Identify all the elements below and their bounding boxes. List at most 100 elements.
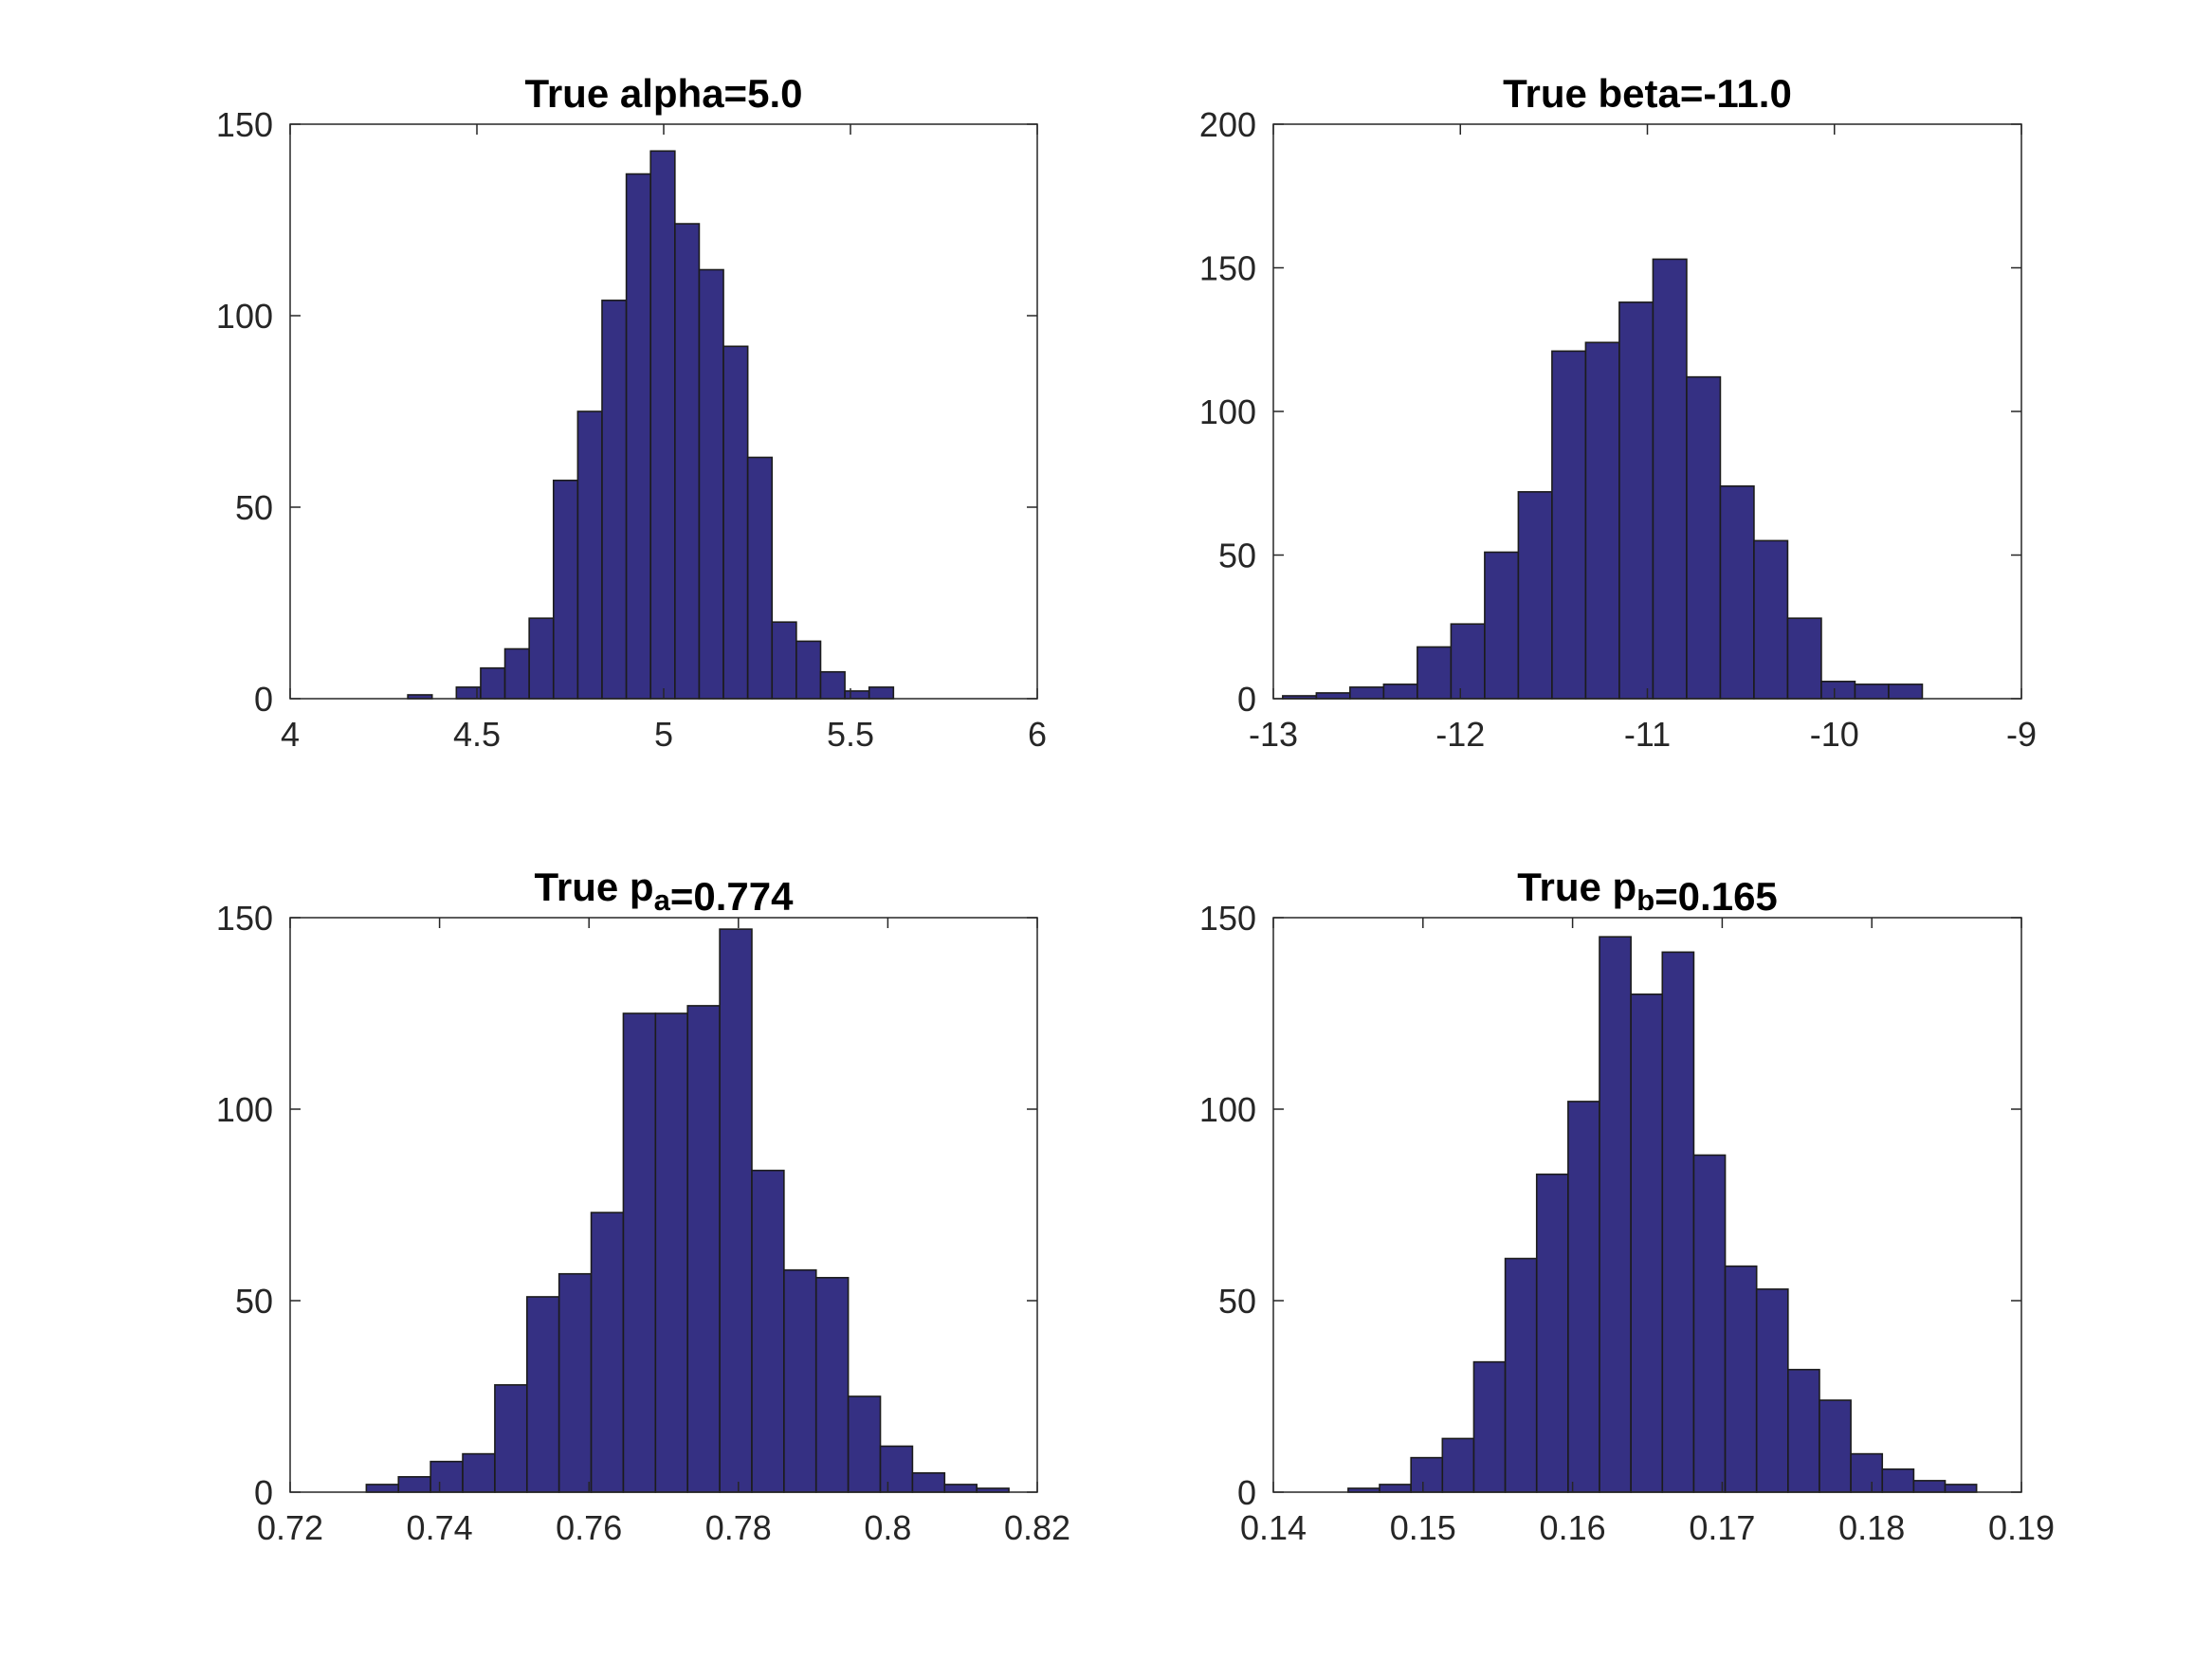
y-tick-label: 50 — [235, 1282, 273, 1321]
histogram-bar — [719, 928, 753, 1493]
histogram-bar — [1881, 1468, 1915, 1493]
histogram-bars — [407, 150, 895, 700]
histogram-bar — [1584, 341, 1620, 700]
histogram-bar — [814, 1276, 850, 1493]
x-tick-label: -10 — [1810, 715, 1859, 754]
histogram-bar — [1753, 539, 1789, 700]
histogram-bar — [1349, 686, 1385, 700]
x-tick-label: 0.15 — [1390, 1508, 1456, 1547]
histogram-bar — [686, 1005, 721, 1493]
x-tick-label: 0.18 — [1838, 1508, 1905, 1547]
histogram-bar — [1441, 1437, 1475, 1493]
histogram-bar — [1484, 551, 1520, 700]
x-tick-label: 4.5 — [453, 715, 501, 754]
histogram-bar — [528, 617, 555, 700]
histogram-bar — [601, 300, 628, 700]
y-tick-label: 0 — [254, 680, 273, 719]
histogram-bar — [503, 647, 530, 700]
axes-box — [1272, 917, 2022, 1493]
y-tick-label: 100 — [1199, 392, 1256, 431]
histogram-bars — [365, 928, 1010, 1493]
chart-title: True pb=0.165 — [1517, 865, 1778, 919]
histogram-bar — [722, 345, 749, 700]
title-subscript: a — [654, 884, 671, 917]
histogram-bar — [1850, 1452, 1884, 1493]
histogram-bar — [1504, 1257, 1538, 1493]
title-part: True p — [1517, 865, 1636, 909]
histogram-bar — [1450, 623, 1486, 700]
histogram-bar — [1315, 692, 1351, 700]
histogram-bar — [1944, 1484, 1978, 1493]
x-tick-label: 4 — [281, 715, 300, 754]
histogram-bar — [576, 410, 603, 700]
x-tick-label: 0.74 — [407, 1508, 473, 1547]
y-tick-label: 0 — [254, 1473, 273, 1512]
histogram-bar — [480, 666, 506, 700]
x-tick-label: 0.76 — [556, 1508, 622, 1547]
x-tick-label: 6 — [1028, 715, 1047, 754]
axes-box — [289, 917, 1038, 1493]
histogram-bar — [783, 1268, 817, 1493]
histogram-bar — [1686, 375, 1722, 700]
histogram-bar — [1661, 951, 1695, 1493]
histogram-bar — [1787, 1368, 1820, 1493]
histogram-bar — [1819, 1399, 1852, 1493]
histogram-bar — [1618, 301, 1654, 700]
histogram-bar — [1888, 684, 1924, 700]
title-part: True alpha=5.0 — [525, 71, 803, 116]
x-tick-label: 0.82 — [1004, 1508, 1070, 1547]
histogram-bar — [552, 479, 579, 700]
histogram-bar — [1379, 1484, 1412, 1493]
histogram-bar — [649, 150, 676, 700]
histogram-bars — [1282, 258, 1924, 700]
y-tick-label: 50 — [235, 488, 273, 527]
histogram-bar — [1517, 491, 1553, 700]
y-tick-label: 150 — [216, 105, 273, 144]
y-tick-label: 100 — [216, 1090, 273, 1129]
x-tick-label: -13 — [1249, 715, 1298, 754]
histogram-bar — [698, 268, 724, 700]
histogram-bar — [795, 640, 822, 700]
chart-title: True beta=-11.0 — [1503, 71, 1792, 116]
title-subscript: b — [1636, 884, 1654, 917]
histogram-bar — [654, 1012, 689, 1493]
histogram-bar — [1755, 1288, 1789, 1493]
y-tick-label: 150 — [1199, 899, 1256, 938]
y-tick-label: 0 — [1237, 680, 1256, 719]
histogram-bar — [1599, 936, 1632, 1493]
histogram-bar — [1630, 994, 1664, 1493]
histogram-bar — [1417, 646, 1453, 700]
histogram-bar — [1724, 1265, 1758, 1493]
histogram-bar — [430, 1460, 464, 1493]
x-tick-label: 0.8 — [864, 1508, 911, 1547]
histogram-bar — [911, 1472, 946, 1493]
x-tick-label: 5.5 — [827, 715, 874, 754]
y-tick-label: 200 — [1199, 105, 1256, 144]
y-tick-label: 100 — [216, 297, 273, 336]
chart-title: True pa=0.774 — [535, 865, 795, 919]
x-tick-label: 0.17 — [1689, 1508, 1755, 1547]
y-tick-label: 100 — [1199, 1090, 1256, 1129]
y-tick-label: 50 — [1218, 1282, 1256, 1321]
histogram-bar — [674, 223, 701, 700]
histogram-bar — [943, 1484, 978, 1493]
title-part: =0.774 — [670, 874, 794, 919]
histogram-bar — [558, 1272, 593, 1493]
x-tick-label: -12 — [1435, 715, 1485, 754]
histogram-bar — [746, 456, 774, 700]
histogram-bar — [751, 1169, 785, 1493]
y-tick-label: 50 — [1218, 537, 1256, 575]
histogram-bar — [622, 1012, 657, 1493]
x-tick-label: 0.78 — [705, 1508, 772, 1547]
histogram-bar — [1551, 350, 1587, 700]
histogram-bar — [525, 1296, 560, 1493]
subplot-3: 0.14 0.15 0.16 0.17 0.18 0.19 0 50 100 150 True pb… — [1199, 865, 2055, 1547]
y-tick-label: 150 — [1199, 249, 1256, 288]
x-tick-label: 0.72 — [257, 1508, 323, 1547]
x-tick-label: 0.19 — [1988, 1508, 2055, 1547]
histogram-bars — [1347, 936, 1978, 1493]
x-tick-label: 0.14 — [1240, 1508, 1307, 1547]
histogram-bar — [1786, 617, 1822, 700]
histogram-bar — [1692, 1154, 1727, 1493]
chart-title: True alpha=5.0 — [525, 71, 803, 116]
